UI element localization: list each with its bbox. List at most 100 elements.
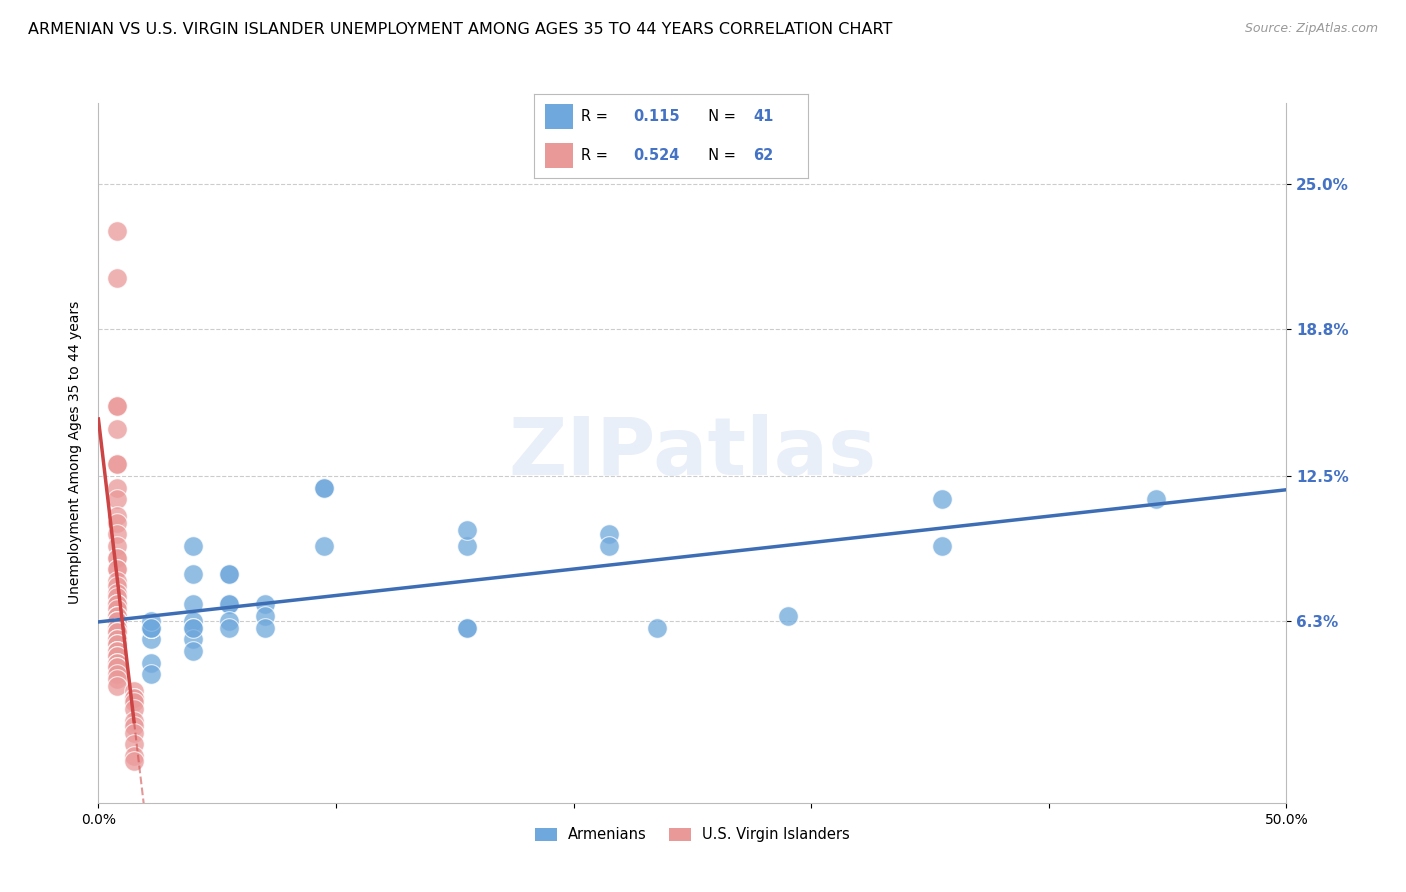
- Text: N =: N =: [699, 109, 741, 124]
- Point: [107, 621, 129, 635]
- Point: [107, 539, 129, 553]
- Text: 62: 62: [754, 148, 773, 163]
- Point: [107, 621, 129, 635]
- Point: [107, 224, 129, 238]
- Point: [107, 609, 129, 624]
- Point: [107, 527, 129, 541]
- Point: [107, 614, 129, 628]
- Point: [218, 621, 240, 635]
- Point: [218, 567, 240, 582]
- Point: [107, 585, 129, 599]
- Point: [253, 598, 276, 612]
- Point: [107, 508, 129, 523]
- Point: [183, 598, 205, 612]
- Y-axis label: Unemployment Among Ages 35 to 44 years: Unemployment Among Ages 35 to 44 years: [67, 301, 82, 604]
- Point: [107, 679, 129, 693]
- Point: [107, 399, 129, 413]
- Point: [107, 625, 129, 640]
- Point: [107, 458, 129, 472]
- Point: [107, 632, 129, 647]
- Point: [107, 562, 129, 576]
- Point: [183, 567, 205, 582]
- Point: [107, 637, 129, 651]
- Point: [139, 621, 162, 635]
- Point: [107, 667, 129, 681]
- Point: [1144, 492, 1167, 507]
- Point: [456, 523, 478, 537]
- Point: [107, 562, 129, 576]
- Point: [122, 738, 145, 752]
- Text: R =: R =: [581, 109, 613, 124]
- Point: [139, 614, 162, 628]
- Point: [456, 539, 478, 553]
- Point: [107, 609, 129, 624]
- Point: [107, 399, 129, 413]
- Point: [107, 614, 129, 628]
- Point: [107, 660, 129, 674]
- Point: [107, 614, 129, 628]
- Point: [218, 598, 240, 612]
- Point: [314, 539, 336, 553]
- Legend: Armenians, U.S. Virgin Islanders: Armenians, U.S. Virgin Islanders: [529, 822, 856, 848]
- Point: [107, 579, 129, 593]
- Point: [107, 591, 129, 605]
- Point: [107, 602, 129, 616]
- Point: [456, 621, 478, 635]
- Text: Source: ZipAtlas.com: Source: ZipAtlas.com: [1244, 22, 1378, 36]
- Point: [107, 621, 129, 635]
- Point: [139, 632, 162, 647]
- Point: [183, 539, 205, 553]
- Point: [107, 270, 129, 285]
- Point: [107, 660, 129, 674]
- Point: [107, 574, 129, 588]
- Point: [122, 690, 145, 705]
- Point: [107, 598, 129, 612]
- Point: [107, 672, 129, 686]
- Text: 41: 41: [754, 109, 773, 124]
- Point: [456, 621, 478, 635]
- Point: [107, 422, 129, 436]
- Point: [122, 690, 145, 705]
- Point: [139, 656, 162, 670]
- Point: [183, 621, 205, 635]
- Point: [107, 550, 129, 565]
- Point: [107, 632, 129, 647]
- Point: [139, 621, 162, 635]
- Point: [107, 492, 129, 507]
- Point: [139, 621, 162, 635]
- Point: [122, 695, 145, 709]
- Point: [253, 609, 276, 624]
- Text: N =: N =: [699, 148, 741, 163]
- Point: [107, 637, 129, 651]
- Point: [183, 621, 205, 635]
- Point: [107, 648, 129, 663]
- Text: 0.115: 0.115: [633, 109, 679, 124]
- Point: [107, 625, 129, 640]
- Point: [122, 702, 145, 716]
- Point: [107, 598, 129, 612]
- Point: [314, 481, 336, 495]
- Point: [183, 644, 205, 658]
- Point: [122, 749, 145, 764]
- Point: [218, 614, 240, 628]
- Point: [139, 667, 162, 681]
- Point: [122, 726, 145, 740]
- Point: [598, 539, 620, 553]
- Point: [107, 609, 129, 624]
- Point: [107, 656, 129, 670]
- Point: [107, 614, 129, 628]
- Text: R =: R =: [581, 148, 613, 163]
- Point: [107, 656, 129, 670]
- Point: [107, 550, 129, 565]
- Point: [776, 609, 799, 624]
- Point: [253, 621, 276, 635]
- Point: [107, 621, 129, 635]
- Bar: [546, 103, 572, 129]
- Point: [931, 492, 953, 507]
- Point: [107, 516, 129, 530]
- Point: [122, 683, 145, 698]
- Point: [107, 644, 129, 658]
- Point: [183, 614, 205, 628]
- Point: [139, 621, 162, 635]
- Point: [122, 754, 145, 768]
